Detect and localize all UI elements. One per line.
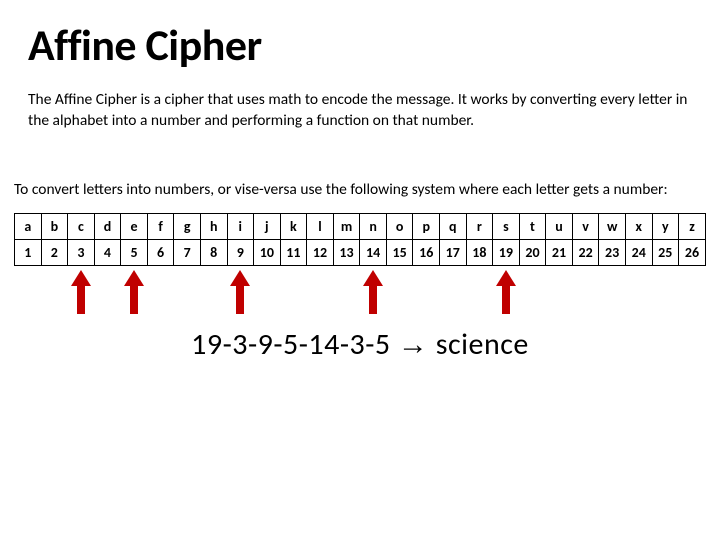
table-cell-letter: g: [174, 213, 201, 239]
table-cell-letter: u: [546, 213, 573, 239]
up-arrow-icon: [71, 270, 91, 314]
table-cell-number: 17: [440, 239, 467, 265]
up-arrow-icon: [363, 270, 383, 314]
table-cell-letter: l: [307, 213, 334, 239]
slide-title: Affine Cipher: [28, 18, 692, 72]
table-cell-letter: i: [227, 213, 254, 239]
table-cell-letter: p: [413, 213, 440, 239]
table-cell-letter: s: [493, 213, 520, 239]
table-cell-letter: x: [625, 213, 652, 239]
up-arrow-icon: [124, 270, 144, 314]
table-cell-number: 3: [68, 239, 95, 265]
paragraph-intro: The Affine Cipher is a cipher that uses …: [28, 90, 688, 132]
table-cell-number: 18: [466, 239, 493, 265]
table-cell-number: 6: [147, 239, 174, 265]
arrow-indicators: [14, 266, 706, 318]
arrow-right-icon: →: [398, 328, 429, 361]
example-word: science: [436, 326, 529, 363]
table-cell-letter: d: [94, 213, 121, 239]
table-cell-letter: c: [68, 213, 95, 239]
table-cell-letter: b: [41, 213, 68, 239]
table-cell-number: 4: [94, 239, 121, 265]
table-cell-letter: j: [254, 213, 281, 239]
example-code: 19-3-9-5-14-3-5: [191, 326, 390, 363]
table-cell-number: 26: [679, 239, 706, 265]
table-cell-letter: m: [333, 213, 360, 239]
table-cell-number: 25: [652, 239, 679, 265]
table-cell-number: 7: [174, 239, 201, 265]
table-cell-number: 14: [360, 239, 387, 265]
table-cell-number: 2: [41, 239, 68, 265]
table-cell-number: 16: [413, 239, 440, 265]
table-cell-number: 19: [493, 239, 520, 265]
alphabet-table-container: abcdefghijklmnopqrstuvwxyz 1234567891011…: [14, 213, 706, 266]
table-cell-number: 23: [599, 239, 626, 265]
table-cell-letter: h: [200, 213, 227, 239]
table-cell-letter: v: [572, 213, 599, 239]
table-cell-letter: q: [440, 213, 467, 239]
table-cell-letter: r: [466, 213, 493, 239]
table-cell-letter: z: [679, 213, 706, 239]
table-row-letters: abcdefghijklmnopqrstuvwxyz: [15, 213, 706, 239]
table-cell-number: 13: [333, 239, 360, 265]
table-cell-number: 21: [546, 239, 573, 265]
table-cell-letter: o: [386, 213, 413, 239]
table-cell-letter: f: [147, 213, 174, 239]
table-cell-letter: y: [652, 213, 679, 239]
table-cell-number: 10: [254, 239, 281, 265]
table-cell-letter: t: [519, 213, 546, 239]
up-arrow-icon: [230, 270, 250, 314]
table-cell-number: 24: [625, 239, 652, 265]
table-cell-number: 20: [519, 239, 546, 265]
table-cell-letter: k: [280, 213, 307, 239]
table-cell-number: 9: [227, 239, 254, 265]
table-cell-letter: e: [121, 213, 148, 239]
example-line: 19-3-9-5-14-3-5 → science: [28, 326, 692, 363]
table-row-numbers: 1234567891011121314151617181920212223242…: [15, 239, 706, 265]
table-cell-letter: w: [599, 213, 626, 239]
table-cell-number: 22: [572, 239, 599, 265]
table-cell-number: 12: [307, 239, 334, 265]
table-cell-number: 5: [121, 239, 148, 265]
alphabet-table: abcdefghijklmnopqrstuvwxyz 1234567891011…: [14, 213, 706, 266]
table-cell-number: 11: [280, 239, 307, 265]
table-cell-number: 8: [200, 239, 227, 265]
table-cell-letter: a: [15, 213, 42, 239]
table-cell-letter: n: [360, 213, 387, 239]
table-cell-number: 1: [15, 239, 42, 265]
table-cell-number: 15: [386, 239, 413, 265]
up-arrow-icon: [496, 270, 516, 314]
paragraph-instructions: To convert letters into numbers, or vise…: [14, 180, 692, 201]
